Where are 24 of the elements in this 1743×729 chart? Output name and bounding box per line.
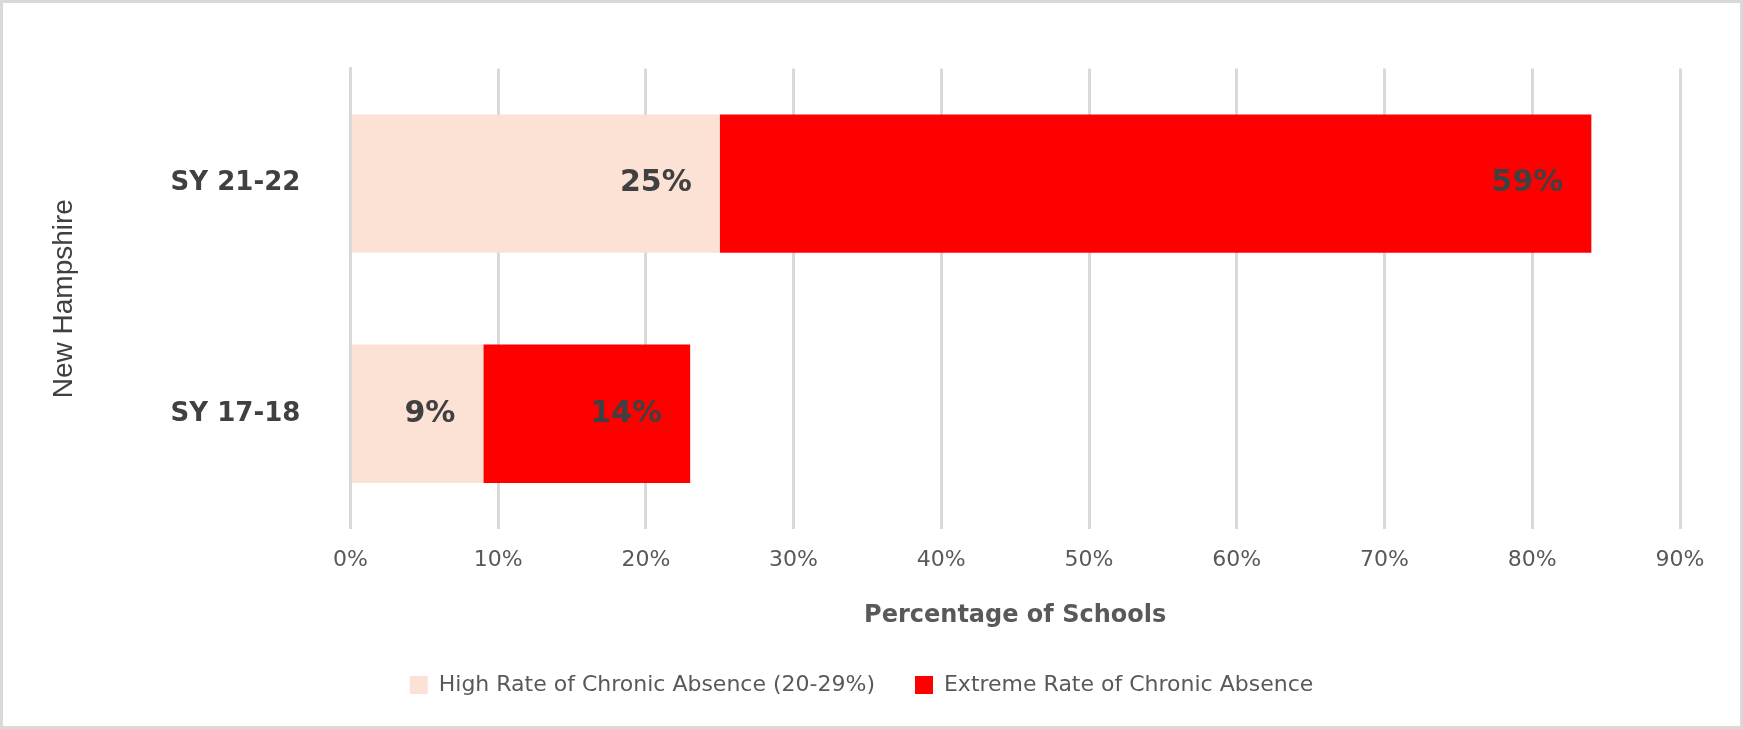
x-tick-label: 50% (1064, 545, 1114, 571)
data-label: 25% (619, 163, 692, 199)
x-tick-label: 10% (473, 545, 523, 571)
x-tick-label: 90% (1655, 545, 1705, 571)
x-tick-label: 60% (1212, 545, 1262, 571)
legend-label: High Rate of Chronic Absence (20-29%) (438, 670, 875, 696)
x-tick-label: 20% (621, 545, 671, 571)
y-tick-label: SY 17-18 (170, 396, 301, 427)
data-label: 9% (404, 393, 456, 429)
bar (483, 344, 691, 483)
data-label: 14% (590, 393, 663, 429)
bar (719, 114, 1592, 253)
bar (351, 344, 484, 483)
x-tick-label: 0% (332, 545, 368, 571)
x-tick-label: 40% (916, 545, 966, 571)
x-tick-label: 30% (769, 545, 819, 571)
x-tick-label: 80% (1507, 545, 1557, 571)
y-axis-title: New Hampshire (46, 199, 78, 399)
y-tick-label: SY 21-22 (170, 166, 301, 197)
bar (351, 114, 720, 253)
legend-label: Extreme Rate of Chronic Absence (943, 670, 1314, 696)
x-tick-label: 70% (1360, 545, 1409, 571)
x-axis-title: Percentage of Schools (864, 599, 1167, 628)
data-label: 59% (1491, 163, 1564, 199)
